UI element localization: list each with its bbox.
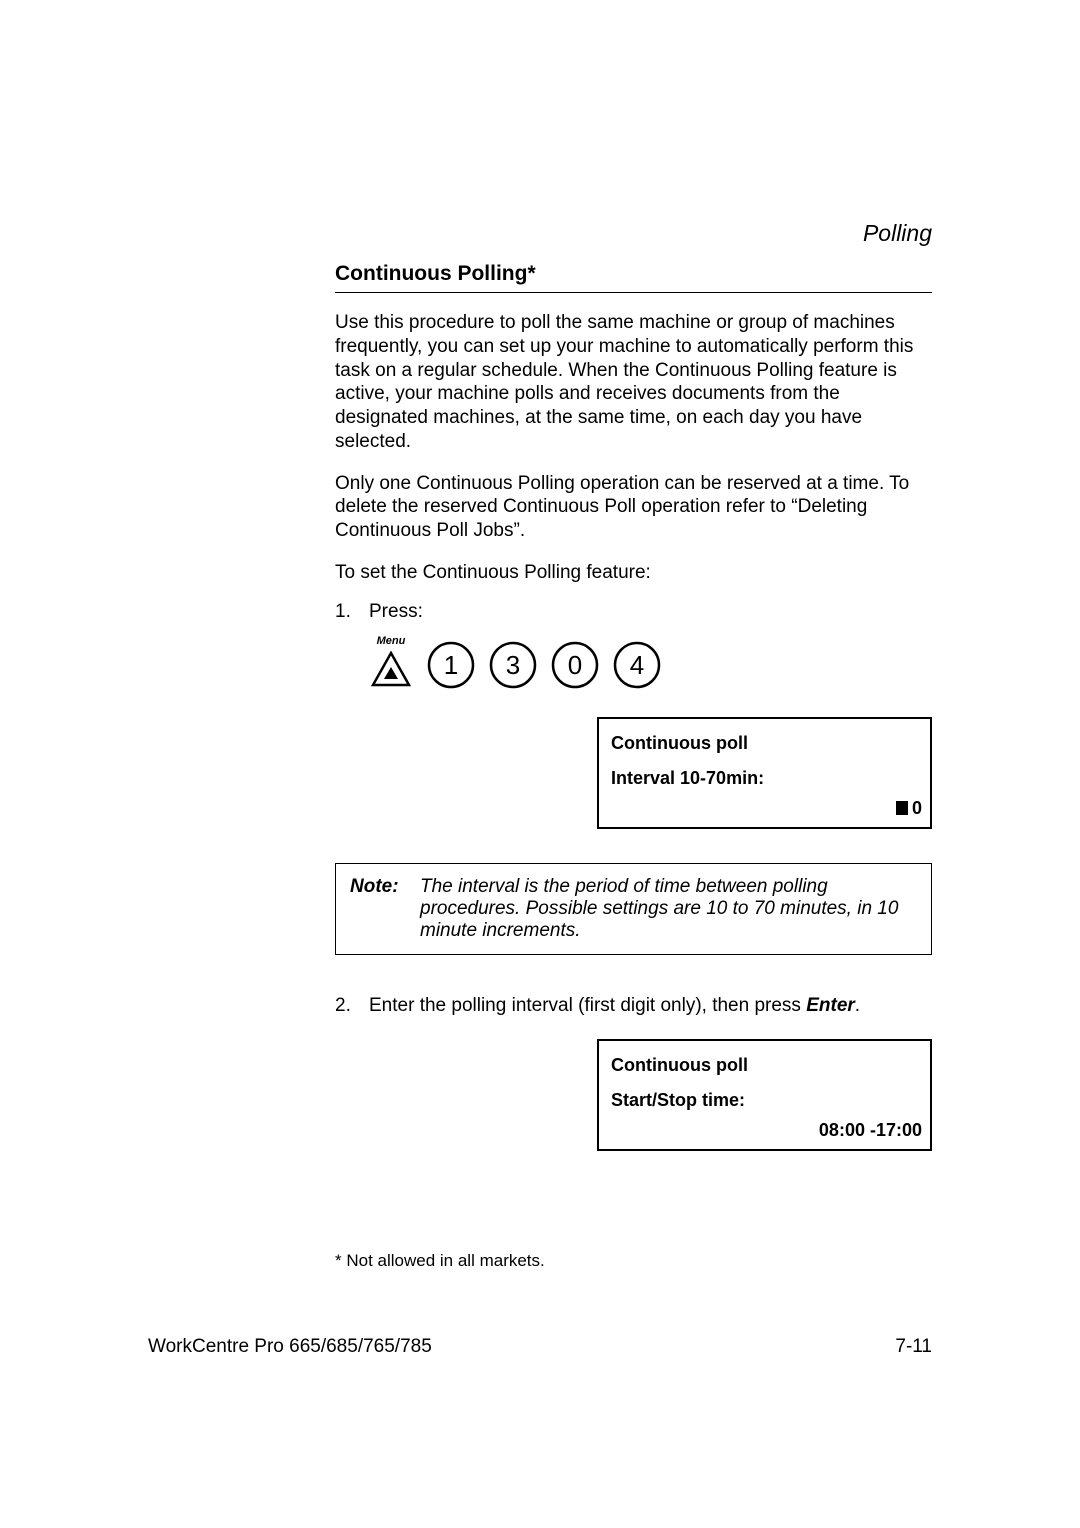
menu-key-label: Menu xyxy=(377,635,406,647)
lcd2-value-row: 08:00 -17:00 xyxy=(819,1120,922,1141)
step-2-text: Enter the polling interval (first digit … xyxy=(369,995,932,1017)
lcd1-line2: Interval 10-70min: xyxy=(611,768,918,789)
paragraph-2: Only one Continuous Polling operation ca… xyxy=(335,472,932,543)
lcd2-line1: Continuous poll xyxy=(611,1055,918,1076)
lcd1-value: 0 xyxy=(912,798,922,819)
note-label: Note: xyxy=(350,876,420,942)
lcd-display-2: Continuous poll Start/Stop time: 08:00 -… xyxy=(597,1039,932,1151)
paragraph-3: To set the Continuous Polling feature: xyxy=(335,561,932,585)
key-4-icon: 4 xyxy=(613,641,661,689)
key-3-icon: 3 xyxy=(489,641,537,689)
step-2-pre: Enter the polling interval (first digit … xyxy=(369,995,806,1016)
step-1-text: Press: xyxy=(369,601,932,623)
svg-text:1: 1 xyxy=(444,650,458,680)
page: Polling Continuous Polling* Use this pro… xyxy=(0,0,1080,1528)
keypad-row: Menu 1 3 0 4 xyxy=(369,635,932,689)
paragraph-1: Use this procedure to poll the same mach… xyxy=(335,311,932,454)
footer-page-number: 7-11 xyxy=(895,1336,932,1358)
key-1-icon: 1 xyxy=(427,641,475,689)
lcd1-value-row: 0 xyxy=(896,798,922,819)
svg-text:3: 3 xyxy=(506,650,520,680)
section-title: Continuous Polling* xyxy=(335,262,932,293)
lcd2-line2: Start/Stop time: xyxy=(611,1090,918,1111)
svg-text:4: 4 xyxy=(630,650,644,680)
key-0-icon: 0 xyxy=(551,641,599,689)
lcd2-value: 08:00 -17:00 xyxy=(819,1120,922,1141)
step-1: 1. Press: xyxy=(335,601,932,623)
lcd1-line1: Continuous poll xyxy=(611,733,918,754)
step-2: 2. Enter the polling interval (first dig… xyxy=(335,995,932,1017)
page-footer: WorkCentre Pro 665/685/765/785 7-11 xyxy=(148,1336,932,1358)
step-2-post: . xyxy=(855,995,860,1016)
menu-key: Menu xyxy=(369,635,413,689)
step-2-number: 2. xyxy=(335,995,369,1017)
svg-text:0: 0 xyxy=(568,650,582,680)
footer-product: WorkCentre Pro 665/685/765/785 xyxy=(148,1336,432,1358)
step-1-number: 1. xyxy=(335,601,369,623)
menu-triangle-icon xyxy=(369,649,413,689)
footnote: * Not allowed in all markets. xyxy=(335,1251,932,1271)
note-text: The interval is the period of time betwe… xyxy=(420,876,917,942)
note-box: Note: The interval is the period of time… xyxy=(335,863,932,955)
cursor-icon xyxy=(896,801,908,815)
lcd-display-1: Continuous poll Interval 10-70min: 0 xyxy=(597,717,932,829)
step-2-enter: Enter xyxy=(806,995,855,1016)
chapter-header: Polling xyxy=(863,220,932,247)
